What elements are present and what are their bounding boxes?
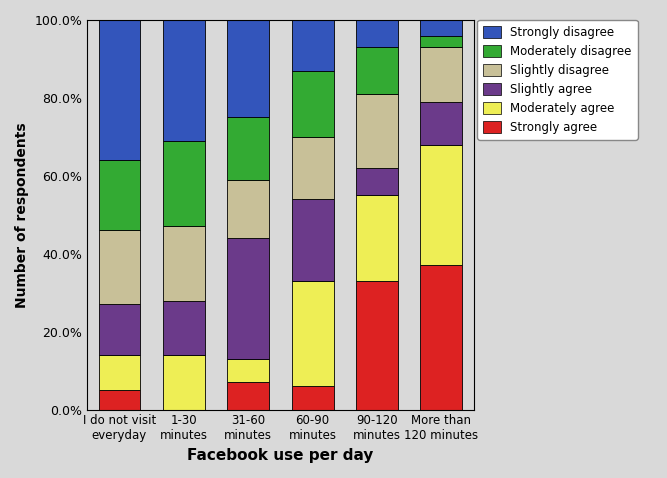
Bar (99, 304, 141, 355)
Legend: Strongly disagree, Moderately disagree, Slightly disagree, Slightly agree, Moder: Strongly disagree, Moderately disagree, … (478, 20, 638, 140)
Bar (356, 20, 398, 47)
Bar (227, 180, 269, 238)
Bar (227, 359, 269, 382)
Bar (227, 20, 269, 118)
Bar (99, 160, 141, 230)
Bar (291, 281, 334, 386)
Bar (356, 94, 398, 168)
Bar (291, 71, 334, 137)
Bar (163, 141, 205, 227)
Bar (420, 102, 462, 145)
Bar (227, 382, 269, 410)
Bar (163, 227, 205, 301)
Bar (227, 238, 269, 359)
Bar (99, 20, 141, 160)
Bar (99, 230, 141, 304)
Bar (356, 168, 398, 196)
Bar (356, 196, 398, 281)
Bar (291, 20, 334, 71)
Bar (420, 20, 462, 35)
Bar (227, 118, 269, 180)
Bar (291, 199, 334, 281)
Bar (420, 35, 462, 47)
Y-axis label: Number of respondents: Number of respondents (15, 122, 29, 308)
Bar (291, 386, 334, 410)
Bar (291, 137, 334, 199)
Bar (163, 301, 205, 355)
Bar (163, 355, 205, 410)
Bar (163, 20, 205, 141)
Bar (356, 47, 398, 94)
Bar (99, 355, 141, 390)
X-axis label: Facebook use per day: Facebook use per day (187, 448, 374, 463)
Bar (99, 390, 141, 410)
Bar (420, 47, 462, 102)
Bar (420, 145, 462, 265)
Bar (356, 281, 398, 410)
Bar (420, 265, 462, 410)
